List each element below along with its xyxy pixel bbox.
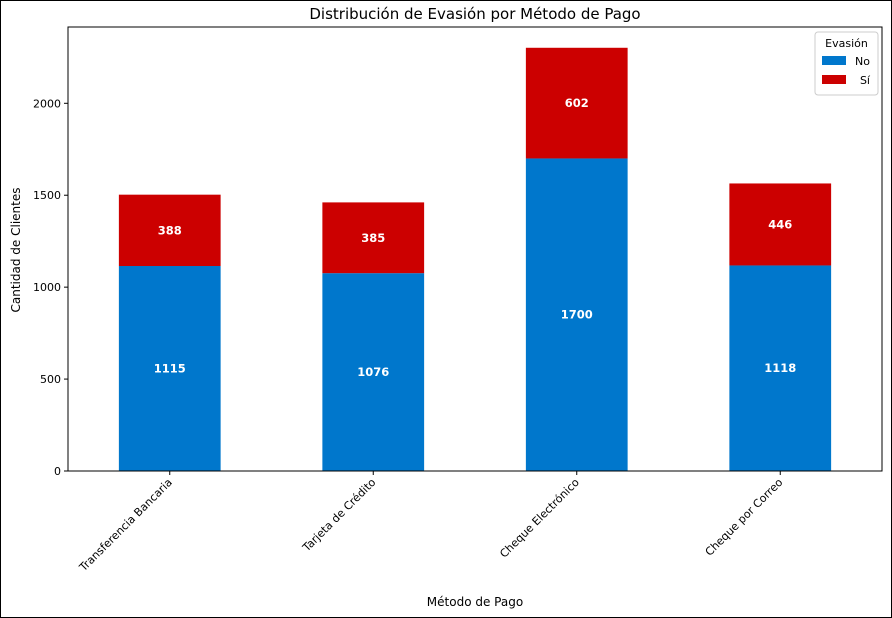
y-tick-label: 500: [40, 373, 61, 386]
bar-value-label: 602: [565, 96, 589, 110]
bar-value-label: 388: [158, 223, 182, 237]
legend-entry-label: No: [855, 55, 870, 68]
legend-swatch: [822, 56, 846, 65]
y-tick-label: 1000: [33, 281, 61, 294]
plot-border: [67, 26, 883, 472]
bar-no-3: [729, 265, 832, 471]
y-tick-label: 2000: [33, 97, 61, 110]
bar-no-2: [525, 158, 628, 471]
legend-entry-label: Sí: [860, 74, 871, 87]
bar-value-label: 446: [768, 217, 792, 231]
legend: Evasión No Sí: [814, 31, 879, 96]
bar-value-label: 1076: [357, 365, 389, 379]
bar-value-label: 385: [361, 231, 385, 245]
chart-title: Distribución de Evasión por Método de Pa…: [309, 5, 640, 23]
bar-value-label: 1700: [561, 308, 593, 322]
legend-title: Evasión: [825, 37, 868, 50]
bar-no-1: [322, 273, 425, 471]
y-tick-label: 0: [54, 465, 61, 478]
x-tick-label: Transferencia Bancaria: [76, 476, 175, 575]
y-axis-label: Cantidad de Clientes: [9, 188, 23, 313]
bar-value-label: 1115: [154, 362, 186, 376]
bar-si-3: [729, 183, 832, 266]
bar-si-0: [118, 194, 221, 267]
bar-value-label: 1118: [764, 361, 796, 375]
plot-area: 1115 388 Transferencia Bancaria 1076 385 Tarj…: [33, 26, 883, 575]
bar-no-0: [118, 266, 221, 471]
legend-swatch: [822, 75, 846, 84]
y-tick-label: 1500: [33, 189, 61, 202]
bar-si-2: [525, 47, 628, 159]
x-tick-label: Tarjeta de Crédito: [299, 476, 378, 555]
bar-si-1: [322, 202, 425, 274]
x-tick-label: Cheque Electrónico: [497, 476, 582, 561]
x-axis-label: Método de Pago: [427, 595, 523, 609]
x-tick-label: Cheque por Correo: [703, 476, 786, 559]
